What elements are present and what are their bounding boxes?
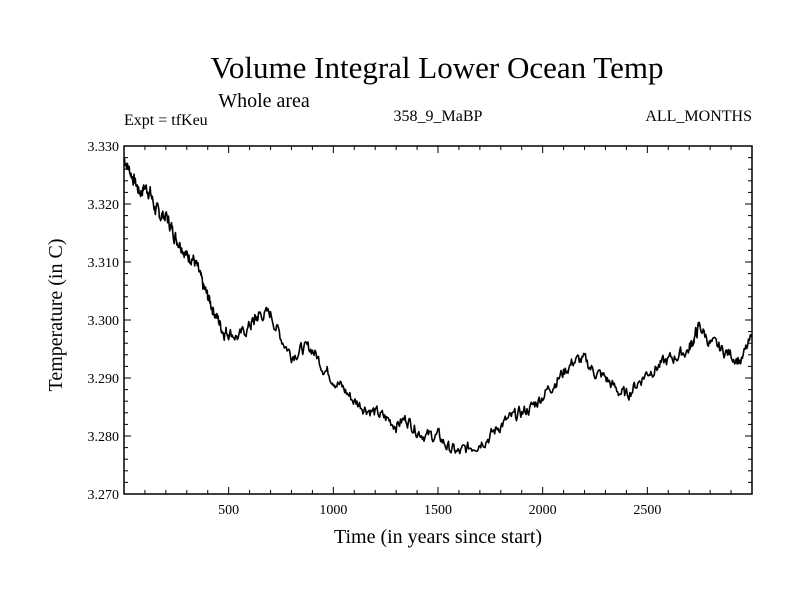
series-line-temperature — [123, 157, 753, 455]
x-axis-label: Time (in years since start) — [334, 526, 542, 548]
x-tick-label: 1500 — [424, 503, 452, 518]
plot-area — [123, 145, 753, 495]
y-tick-label: 3.320 — [88, 198, 120, 213]
y-tick-label: 3.280 — [88, 430, 120, 445]
x-tick-label: 2500 — [633, 503, 661, 518]
y-tick-label: 3.310 — [88, 256, 120, 271]
left-header-string: Expt = tfKeu — [124, 112, 208, 129]
y-axis-label: Temperature (in C) — [45, 239, 67, 392]
center-header-string: 358_9_MaBP — [394, 108, 483, 125]
right-header-string: ALL_MONTHS — [645, 108, 752, 125]
x-axis: 500 1000 1500 2000 2500 — [144, 146, 732, 518]
x-tick-label: 1000 — [319, 503, 347, 518]
x-tick-label: 500 — [218, 503, 239, 518]
y-tick-label: 3.300 — [88, 314, 120, 329]
x-tick-label: 2000 — [529, 503, 557, 518]
y-tick-label: 3.290 — [88, 372, 120, 387]
y-tick-label: 3.270 — [88, 488, 120, 503]
chart-title: Volume Integral Lower Ocean Temp — [211, 50, 664, 85]
y-axis: 3.270 3.280 3.290 3.300 3.310 3.320 3.330 — [88, 140, 752, 503]
y-tick-label: 3.330 — [88, 140, 120, 155]
chart-subtitle: Whole area — [218, 90, 310, 112]
